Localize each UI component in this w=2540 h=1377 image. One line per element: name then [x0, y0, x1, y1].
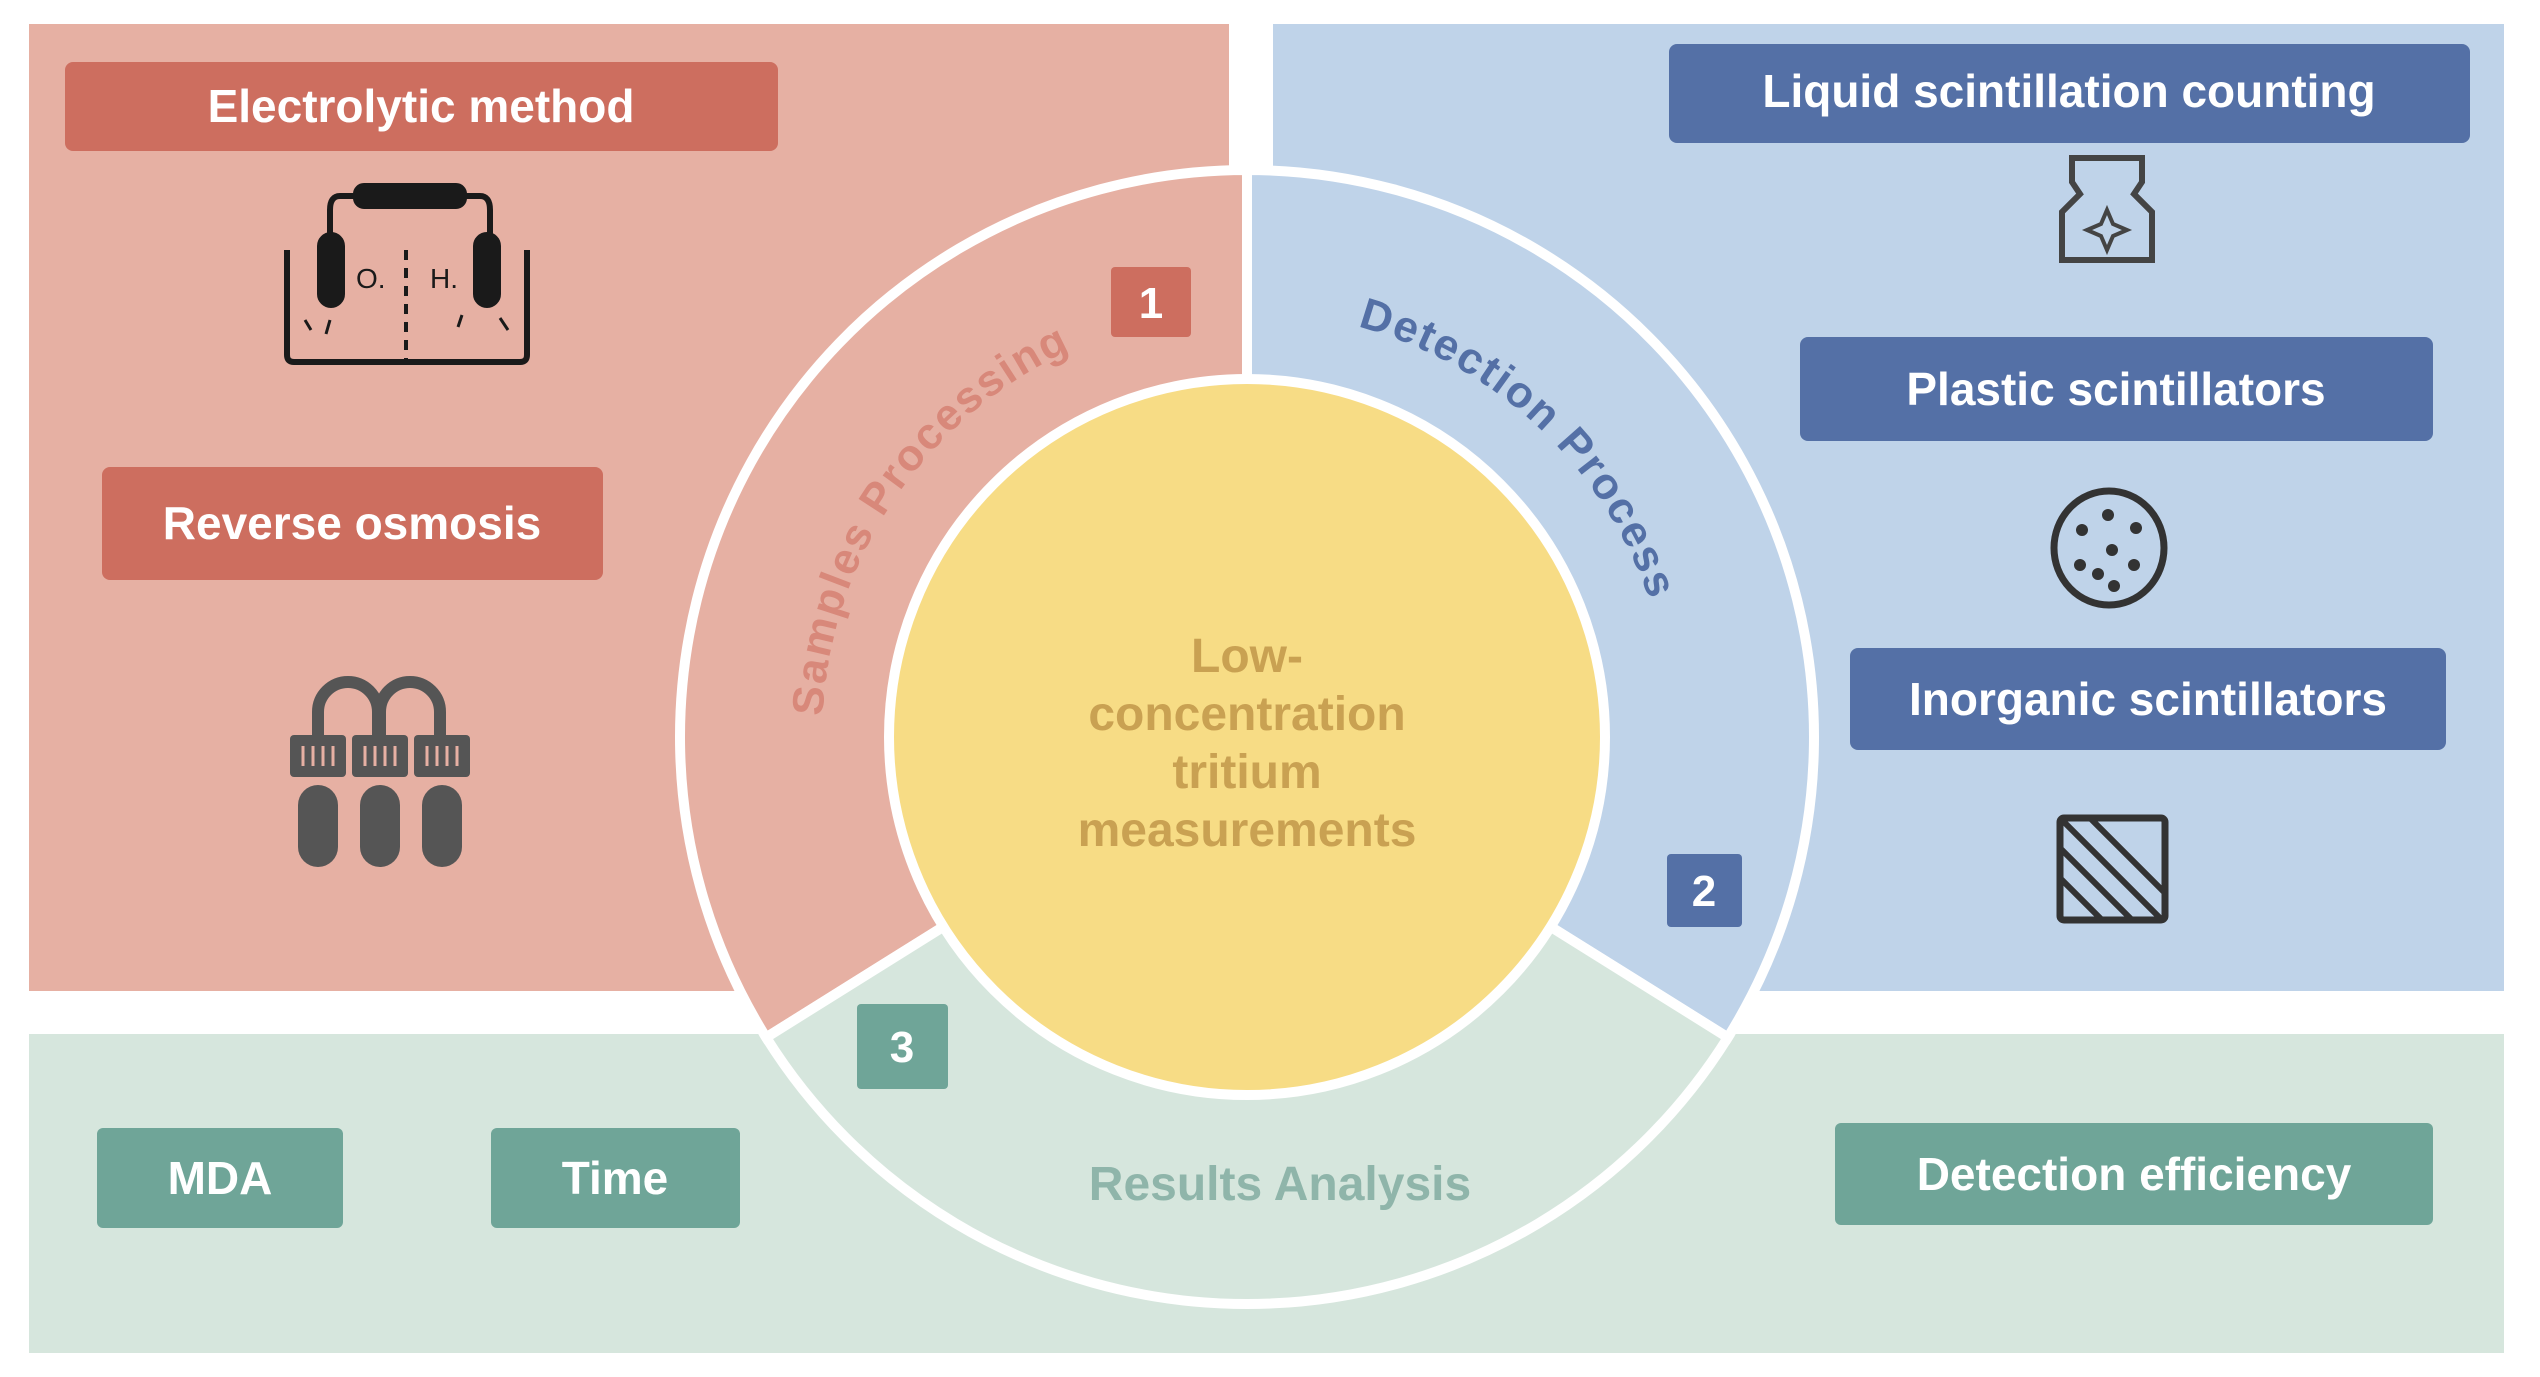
electrolysis-cell-icon: O. H.: [284, 183, 530, 365]
stage-badge-2: 2: [1667, 854, 1742, 927]
label-inorganic-scintillators: Inorganic scintillators: [1850, 648, 2446, 750]
label-plastic-scintillators: Plastic scintillators: [1800, 337, 2433, 441]
label-liquid-scintillation-counting: Liquid scintillation counting: [1669, 44, 2470, 143]
label-mda: MDA: [97, 1128, 343, 1228]
core-circle: [884, 374, 1610, 1100]
label-reverse-osmosis: Reverse osmosis: [102, 467, 603, 580]
svg-text:2: 2: [1692, 867, 1716, 916]
osmosis-tubes-icon: [290, 676, 470, 867]
hatched-crystal-icon: [2056, 814, 2169, 924]
svg-text:Electrolytic method: Electrolytic method: [208, 80, 635, 132]
svg-text:Liquid scintillation counting: Liquid scintillation counting: [1762, 65, 2375, 117]
svg-text:3: 3: [890, 1023, 914, 1072]
dotted-disc-icon: [2050, 487, 2168, 609]
center-line-1: Low-: [1191, 630, 1303, 683]
label-detection-efficiency: Detection efficiency: [1835, 1123, 2433, 1225]
center-line-4: measurements: [1078, 804, 1417, 857]
center-line-2: concentration: [1088, 688, 1405, 741]
stage-badge-1: 1: [1111, 267, 1191, 337]
label-electrolytic-method: Electrolytic method: [65, 62, 778, 151]
svg-text:Reverse osmosis: Reverse osmosis: [163, 497, 541, 549]
stage-title-results-analysis: Results Analysis: [1089, 1158, 1471, 1211]
label-time: Time: [491, 1128, 740, 1228]
center-line-3: tritium: [1172, 746, 1321, 799]
svg-text:Plastic scintillators: Plastic scintillators: [1906, 363, 2325, 415]
svg-text:H.: H.: [430, 263, 458, 294]
svg-text:Time: Time: [562, 1152, 669, 1204]
svg-text:MDA: MDA: [168, 1152, 273, 1204]
svg-text:O.: O.: [356, 263, 386, 294]
svg-text:Detection efficiency: Detection efficiency: [1917, 1148, 2352, 1200]
svg-text:Inorganic scintillators: Inorganic scintillators: [1909, 673, 2387, 725]
svg-text:1: 1: [1139, 279, 1163, 328]
scintillation-vial-icon: [2059, 155, 2155, 263]
stage-badge-3: 3: [857, 1004, 948, 1089]
